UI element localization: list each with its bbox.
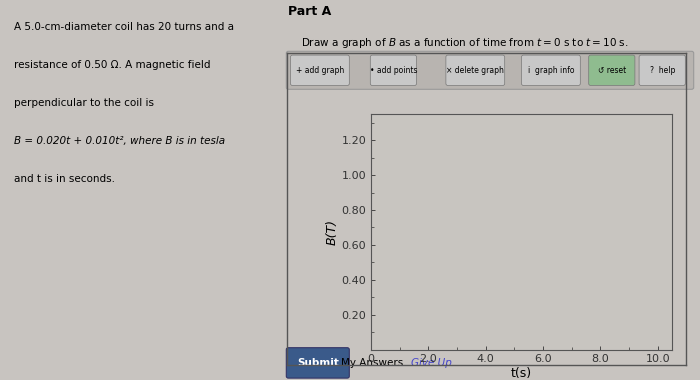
Y-axis label: B(T): B(T) [326, 219, 339, 245]
Text: ?  help: ? help [650, 66, 675, 75]
FancyBboxPatch shape [639, 55, 685, 86]
Text: Draw a graph of $B$ as a function of time from $t=0$ s to $t=10$ s.: Draw a graph of $B$ as a function of tim… [301, 36, 629, 50]
FancyBboxPatch shape [589, 55, 635, 86]
FancyBboxPatch shape [290, 55, 349, 86]
Text: × delete graph: × delete graph [447, 66, 504, 75]
Text: resistance of 0.50 Ω. A magnetic field: resistance of 0.50 Ω. A magnetic field [14, 60, 211, 70]
FancyBboxPatch shape [370, 55, 416, 86]
Text: Part A: Part A [288, 5, 332, 18]
Text: My Answers: My Answers [342, 358, 403, 368]
FancyBboxPatch shape [446, 55, 505, 86]
Text: Give Up: Give Up [411, 358, 452, 368]
FancyBboxPatch shape [286, 51, 694, 89]
X-axis label: t(s): t(s) [511, 367, 532, 380]
Text: A 5.0-cm-diameter coil has 20 turns and a: A 5.0-cm-diameter coil has 20 turns and … [14, 22, 234, 32]
Text: i  graph info: i graph info [528, 66, 574, 75]
Text: and t is in seconds.: and t is in seconds. [14, 174, 115, 184]
FancyBboxPatch shape [286, 348, 349, 378]
Text: • add points: • add points [370, 66, 417, 75]
FancyBboxPatch shape [522, 55, 580, 86]
Text: + add graph: + add graph [296, 66, 344, 75]
Text: ↺ reset: ↺ reset [598, 66, 626, 75]
Text: perpendicular to the coil is: perpendicular to the coil is [14, 98, 154, 108]
Text: B = 0.020t + 0.010t², where B is in tesla: B = 0.020t + 0.010t², where B is in tesl… [14, 136, 225, 146]
Text: Submit: Submit [297, 358, 339, 368]
